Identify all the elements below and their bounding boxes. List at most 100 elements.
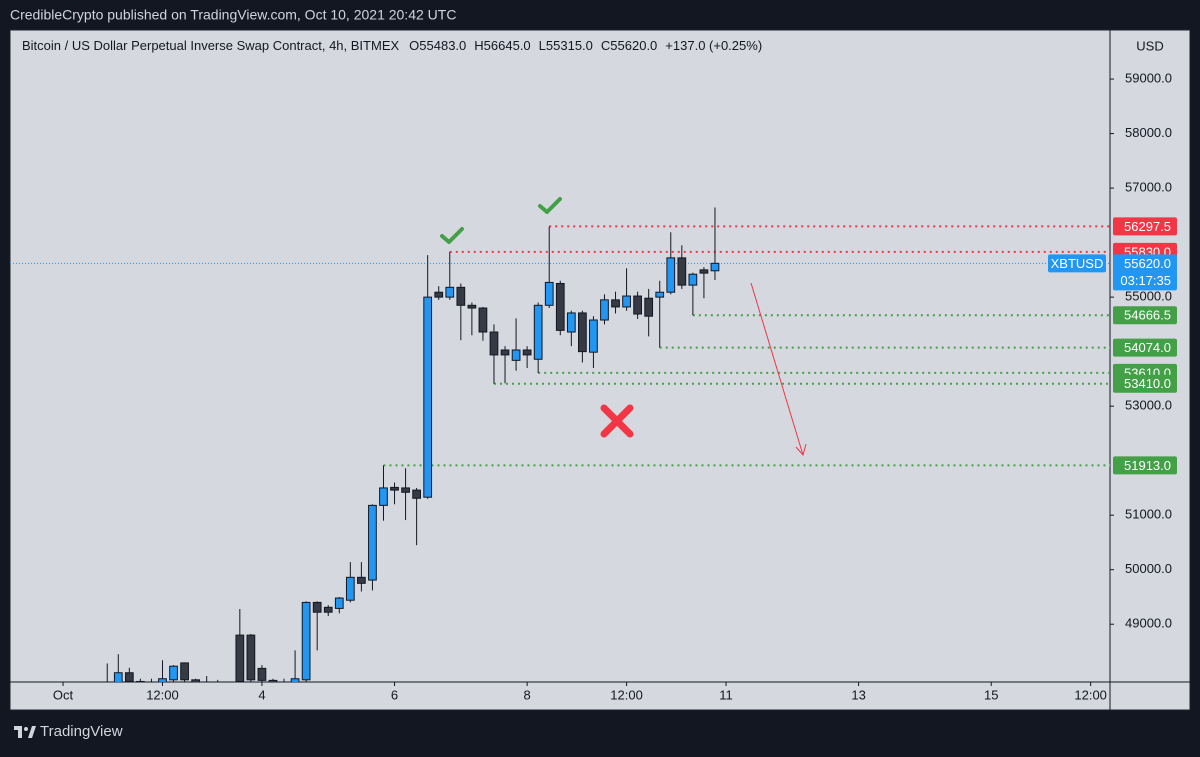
level-label: 53410.0: [1124, 376, 1171, 391]
annotations: [440, 197, 807, 457]
y-tick-label: 51000.0: [1125, 507, 1172, 522]
candle-body: [357, 576, 366, 584]
candle-body: [113, 672, 123, 682]
y-tick-label: 57000.0: [1125, 180, 1172, 195]
candle-body: [180, 662, 189, 681]
candle-body: [301, 601, 311, 681]
candle-body: [235, 634, 245, 682]
y-tick-label: 59000.0: [1125, 71, 1172, 86]
candle-body: [334, 597, 344, 609]
logo-part: [24, 727, 28, 731]
candle-body: [312, 601, 322, 613]
x-tick-label: Oct: [53, 687, 74, 702]
ohlc-value: L55315.0: [539, 38, 593, 53]
candle-body: [456, 286, 466, 306]
candle-body: [500, 349, 510, 356]
ohlc-value: H56645.0: [474, 38, 530, 53]
logo-part: [18, 726, 22, 738]
candle-body: [611, 299, 620, 308]
candle-body: [544, 281, 554, 306]
y-tick-label: 50000.0: [1125, 561, 1172, 576]
candle-body: [412, 489, 421, 499]
candle-body: [578, 312, 587, 353]
x-tick-label: 8: [524, 687, 531, 702]
brand-name: TradingView: [40, 723, 123, 740]
candle-body: [136, 680, 145, 682]
levels: [10, 225, 1110, 467]
chart-background: [9, 29, 1191, 711]
candle-body: [268, 679, 278, 682]
candle-body: [600, 299, 609, 321]
countdown: 03:17:35: [1120, 273, 1171, 288]
candle-body: [423, 296, 433, 498]
y-tick-label: 55000.0: [1125, 289, 1172, 304]
x-tick-label: 12:00: [1074, 687, 1107, 702]
symbol-label: XBTUSD: [1051, 256, 1104, 271]
candle-body: [158, 678, 167, 682]
candle-body: [368, 504, 377, 581]
candles: [106, 207, 720, 682]
candle-body: [489, 331, 499, 356]
candle-body: [434, 291, 444, 298]
arrow: [750, 282, 804, 456]
candle-body: [555, 282, 565, 331]
candle-body: [169, 665, 178, 681]
brand: TradingView: [14, 723, 123, 740]
candle-body: [589, 319, 598, 353]
check-mark: [538, 197, 562, 214]
level-label-box: [1113, 456, 1177, 475]
ohlc-value: C55620.0: [601, 38, 657, 53]
candle-body: [677, 257, 687, 286]
axes: 49000.0 50000.0 51000.0 53000.0 55000.0 57000…: [53, 71, 1177, 702]
y-tick-label: 49000.0: [1125, 616, 1172, 631]
candle-body: [644, 297, 654, 317]
candle-body: [688, 273, 698, 286]
level-label: 54074.0: [1124, 340, 1171, 355]
y-tick-label: 58000.0: [1125, 125, 1172, 140]
level-label: 51913.0: [1124, 458, 1171, 473]
candle-body: [666, 257, 676, 293]
candle-body: [124, 672, 134, 682]
x-tick-label: 6: [391, 687, 398, 702]
x-tick-label: 11: [719, 687, 733, 702]
publisher: CredibleCrypto published on TradingView.…: [10, 7, 456, 23]
candle-body: [511, 349, 521, 361]
last-price-label: 55620.0: [1124, 256, 1171, 271]
x-tick-label: 4: [258, 687, 265, 702]
candle-body: [290, 678, 300, 682]
x-tick-label: 12:00: [610, 687, 643, 702]
symbol-box: [1048, 254, 1106, 273]
check-mark: [440, 227, 464, 244]
candle-body: [345, 576, 355, 601]
candle-body: [390, 486, 399, 491]
x-tick-label: 13: [851, 687, 865, 702]
last-price-box: [1113, 254, 1177, 291]
candle-body: [699, 269, 709, 274]
candle-body: [533, 304, 543, 360]
logo-part: [28, 726, 36, 738]
candle-body: [445, 286, 455, 298]
candle-body: [467, 304, 477, 309]
candle-body: [257, 667, 267, 681]
cross-mark: [600, 404, 634, 438]
candle-body: [246, 634, 256, 681]
x-tick-label: 15: [984, 687, 998, 702]
currency: USD: [1136, 38, 1163, 53]
candle-body: [522, 349, 532, 356]
level-label-box: [1113, 217, 1177, 236]
chart-title-text: Bitcoin / US Dollar Perpetual Inverse Sw…: [22, 38, 399, 53]
candle-body: [566, 312, 576, 333]
level-label: 54666.5: [1124, 308, 1171, 323]
candle-body: [622, 295, 631, 308]
y-tick-label: 53000.0: [1125, 398, 1172, 413]
level-label: 56297.5: [1124, 219, 1171, 234]
chart-title: Bitcoin / US Dollar Perpetual Inverse Sw…: [22, 38, 762, 53]
candle-body: [401, 487, 410, 493]
candle-body: [478, 307, 488, 333]
ohlc-value: +137.0 (+0.25%): [665, 38, 762, 53]
candle-body: [633, 295, 642, 315]
level-label-box: [1113, 306, 1177, 325]
arrow-head: [795, 443, 807, 457]
candle-body: [655, 291, 665, 298]
